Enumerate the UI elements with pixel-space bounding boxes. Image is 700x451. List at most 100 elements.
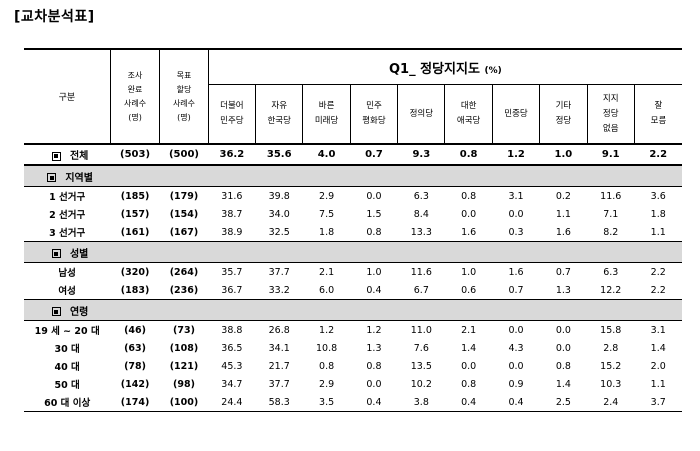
group-fill-cell: [397, 299, 445, 321]
sample-count-cell: (142): [120, 378, 150, 390]
table-row: 2 선거구 (157) (154) 38.7 34.0 7.5 1.5 8.4 0.0 0.0 1.…: [24, 205, 682, 223]
group-label-text: 지역별: [65, 172, 93, 184]
group-fill-cell: [397, 164, 445, 187]
square-bullet-icon: [51, 307, 61, 316]
party-header-line: 민주: [366, 101, 382, 111]
value-cell: 10.8: [316, 342, 338, 354]
row-label: 50 대: [24, 375, 110, 393]
sample-count-cell: (503): [110, 144, 160, 166]
table-row: 여성 (183) (236) 36.7 33.2 6.0 0.4 6.7 0.6 0.7 1.3 12…: [24, 281, 682, 300]
value-cell: 10.3: [600, 378, 622, 390]
square-bullet-icon: [47, 173, 57, 182]
group-label: 지역별: [24, 164, 111, 187]
value-cell: 1.8: [319, 226, 335, 238]
row-label: 60 대 이상: [24, 393, 110, 412]
value-cell: 58.3: [268, 396, 290, 408]
party-header-cell: 지지 정당 없음: [586, 84, 635, 144]
value-cell: 1.0: [461, 266, 477, 278]
sample-count-cell: (63): [124, 342, 146, 354]
group-fill-cell: [444, 241, 493, 263]
party-header-cell: 기타 정당: [539, 84, 588, 144]
group-fill-cell: [208, 164, 256, 187]
value-cell: 3.1: [508, 190, 524, 202]
value-cell: 3.6: [650, 190, 666, 202]
row-label: 40 대: [24, 357, 110, 375]
sample-count-header-line: 조사: [127, 70, 143, 80]
crosstab-table: 구분 조사 완료 사례수 (명) 목표 할당 사례수 (명) Q1_ 정당지지도 (%) 더…: [24, 48, 682, 412]
party-header-line: 정당: [555, 116, 572, 126]
value-cell: 0.2: [555, 190, 571, 202]
group-fill-cell: [350, 299, 398, 321]
party-header-line: 평화당: [362, 116, 386, 126]
row-label-text: 전체: [69, 151, 89, 162]
sample-count-header: 조사 완료 사례수 (명): [109, 49, 160, 144]
value-cell: 2.2: [634, 144, 682, 166]
row-label: 남성: [24, 263, 110, 282]
row-label: 3 선거구: [24, 223, 110, 242]
value-cell: 1.4: [650, 342, 666, 354]
value-cell: 9.3: [397, 144, 445, 166]
party-header-line: 민주당: [220, 116, 244, 126]
value-cell: 2.2: [650, 266, 666, 278]
group-fill-cell: [350, 241, 398, 263]
party-header-line: 민중당: [504, 108, 528, 119]
row-label: 1 선거구: [24, 187, 110, 206]
unit-label: (%): [484, 65, 502, 76]
value-cell: 0.4: [508, 396, 524, 408]
sample-count-cell: (78): [124, 360, 146, 372]
group-fill-cell: [302, 241, 351, 263]
target-count-cell: (167): [169, 226, 199, 238]
row-label-text: 여성: [58, 286, 76, 297]
value-cell: 36.5: [221, 342, 243, 354]
value-cell: 6.7: [413, 284, 429, 296]
value-cell: 1.2: [319, 324, 335, 336]
value-cell: 1.3: [366, 342, 382, 354]
value-cell: 15.8: [600, 324, 622, 336]
value-cell: 7.5: [319, 208, 335, 220]
value-cell: 1.3: [555, 284, 571, 296]
party-header-line: 잘: [654, 101, 663, 111]
party-header-cell: 정의당: [397, 84, 445, 144]
target-count-header-line: 사례수: [172, 98, 196, 108]
value-cell: 0.0: [508, 360, 524, 372]
group-fill-cell: [492, 299, 540, 321]
group-label: 연령: [24, 299, 111, 321]
square-bullet-icon: [51, 151, 61, 161]
value-cell: 0.8: [444, 144, 493, 166]
value-cell: 34.0: [268, 208, 290, 220]
value-cell: 2.5: [555, 396, 571, 408]
value-cell: 1.5: [366, 208, 382, 220]
party-header-cell: 잘 모름: [633, 84, 682, 144]
target-count-cell: (73): [173, 324, 195, 336]
question-title: Q1_ 정당지지도 (%): [207, 49, 682, 85]
sample-count-cell: (185): [120, 190, 150, 202]
group-fill-cell: [444, 164, 493, 187]
party-header-line: 자유: [271, 101, 288, 111]
value-cell: 3.7: [650, 396, 666, 408]
row-label-text: 19 세 ~ 20 대: [34, 326, 100, 337]
value-cell: 2.9: [319, 190, 335, 202]
party-header-cell: 대한 애국당: [444, 84, 493, 144]
row-label: 19 세 ~ 20 대: [24, 321, 110, 340]
value-cell: 0.0: [508, 208, 524, 220]
group-label: 성별: [24, 241, 111, 263]
row-label-text: 60 대 이상: [44, 398, 91, 409]
value-cell: 2.1: [461, 324, 477, 336]
value-cell: 36.7: [221, 284, 243, 296]
value-cell: 7.6: [413, 342, 429, 354]
value-cell: 9.1: [587, 144, 635, 166]
value-cell: 8.4: [413, 208, 429, 220]
group-fill-cell: [110, 299, 160, 321]
value-cell: 0.0: [508, 324, 524, 336]
target-count-cell: (100): [169, 396, 199, 408]
target-count-cell: (108): [169, 342, 199, 354]
value-cell: 1.0: [366, 266, 382, 278]
group-fill-cell: [159, 164, 209, 187]
value-cell: 2.4: [603, 396, 619, 408]
row-label-text: 남성: [58, 268, 76, 279]
row-label-text: 2 선거구: [49, 210, 86, 221]
value-cell: 0.4: [366, 396, 382, 408]
row-label-text: 30 대: [54, 344, 80, 355]
sample-count-header-line: 완료: [127, 84, 143, 94]
value-cell: 1.0: [539, 144, 588, 166]
